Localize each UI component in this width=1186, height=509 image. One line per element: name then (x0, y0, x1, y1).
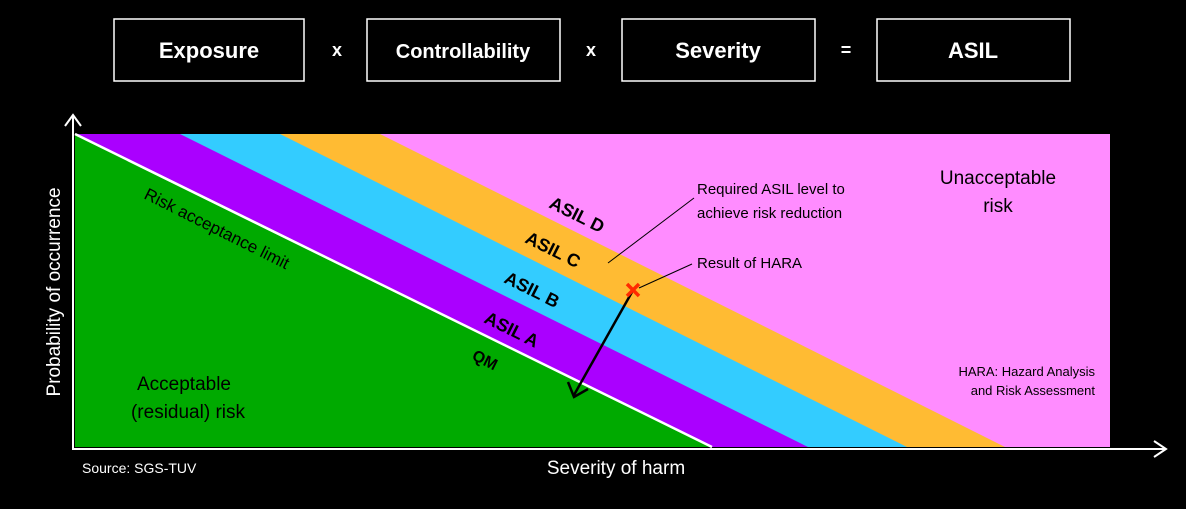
risk-reduction-arrowhead (566, 381, 589, 399)
risk-reduction-arrow (572, 291, 634, 396)
equals-operator: = (841, 40, 852, 60)
hara-result-callout: Result of HARA (697, 255, 802, 272)
acceptable-risk-label-line2: (residual) risk (131, 402, 246, 423)
unacceptable-risk-label-line1: Unacceptable (940, 168, 1056, 189)
required-asil-leader-line (607, 197, 695, 264)
hara-footnote-line2: and Risk Assessment (971, 383, 1096, 398)
plot-top-notch (372, 126, 457, 134)
y-axis-arrowhead (64, 113, 82, 127)
multiply-operator-2: x (586, 40, 596, 60)
severity-label: Severity (675, 38, 761, 63)
source-credit: Source: SGS-TUV (82, 460, 197, 476)
x-axis-label: Severity of harm (547, 458, 685, 479)
asil-box: ASIL (876, 18, 1071, 82)
required-asil-callout-line1: Required ASIL level to (697, 181, 845, 198)
required-asil-callout-line2: achieve risk reduction (697, 205, 842, 222)
asil-label: ASIL (948, 38, 998, 63)
hara-result-leader-line (638, 263, 693, 289)
hara-footnote-line1: HARA: Hazard Analysis (958, 364, 1095, 379)
controllability-label: Controllability (396, 41, 531, 63)
risk-acceptance-line (74, 132, 713, 449)
hara-result-marker-icon (625, 282, 641, 298)
multiply-operator-1: x (332, 40, 342, 60)
unacceptable-risk-label-line2: risk (983, 196, 1013, 217)
exposure-box: Exposure (113, 18, 305, 82)
x-axis-arrowhead (1153, 440, 1168, 458)
severity-box: Severity (621, 18, 816, 82)
exposure-label: Exposure (159, 38, 259, 63)
controllability-box: Controllability (366, 18, 561, 82)
y-axis-label: Probability of occurrence (44, 187, 65, 396)
acceptable-risk-label-line1: Acceptable (137, 374, 231, 395)
